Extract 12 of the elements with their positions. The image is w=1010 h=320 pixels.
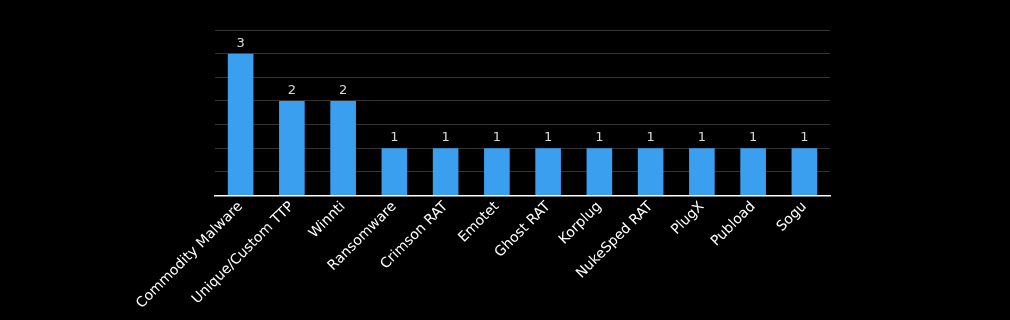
data-label: 3 [236,34,245,50]
data-label: 2 [338,81,348,97]
data-label: 1 [800,129,809,145]
data-label: 1 [697,129,707,145]
data-label: 1 [543,129,553,145]
data-label: 1 [748,129,758,145]
data-label: 2 [287,81,297,97]
data-label: 1 [646,129,655,145]
data-label: 1 [595,129,604,145]
data-label: 1 [492,129,502,145]
data-label: 1 [390,129,399,145]
data-label: 1 [441,129,450,145]
